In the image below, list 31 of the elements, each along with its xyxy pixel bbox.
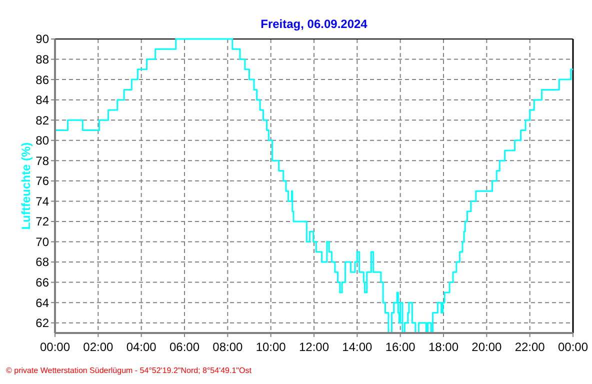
y-tick-label: 86	[36, 72, 50, 87]
x-tick-label: 12:00	[298, 340, 330, 354]
x-tick-label: 20:00	[472, 340, 502, 354]
x-tick-label: 14:00	[342, 340, 373, 354]
y-tick-label: 70	[36, 234, 50, 249]
x-tick-label: 22:00	[514, 340, 546, 354]
x-tick-label: 16:00	[385, 340, 416, 354]
x-tick-label: 04:00	[126, 340, 157, 354]
y-tick-label: 82	[36, 113, 50, 128]
x-tick-label: 00:00	[558, 340, 588, 354]
x-tick-label: 00:00	[40, 340, 70, 354]
x-tick-label: 02:00	[83, 340, 114, 354]
x-tick-label: 10:00	[256, 340, 286, 354]
y-tick-label: 62	[36, 316, 50, 330]
y-tick-label: 84	[36, 93, 50, 108]
y-tick-label: 78	[36, 154, 50, 168]
x-tick-label: 18:00	[428, 340, 459, 354]
y-tick-label: 88	[36, 52, 50, 66]
y-tick-label: 80	[36, 134, 50, 148]
y-tick-label: 64	[36, 296, 50, 310]
y-tick-label: 68	[36, 255, 50, 270]
x-tick-label: 08:00	[212, 340, 244, 354]
text: © private Wetterstation Süderlügum - 54°52'19.2"Nord; 8°54'49.1"Ost	[6, 366, 252, 375]
y-axis-title: Luftfeuchte (%)	[19, 142, 33, 230]
y-tick-label: 76	[36, 174, 50, 188]
y-tick-label: 74	[36, 194, 50, 208]
y-tick-label: 90	[36, 32, 50, 46]
x-tick-label: 06:00	[169, 340, 200, 354]
chart-title: Freitag, 06.09.2024	[260, 17, 368, 31]
y-tick-label: 66	[36, 276, 50, 290]
y-tick-label: 72	[36, 214, 50, 229]
